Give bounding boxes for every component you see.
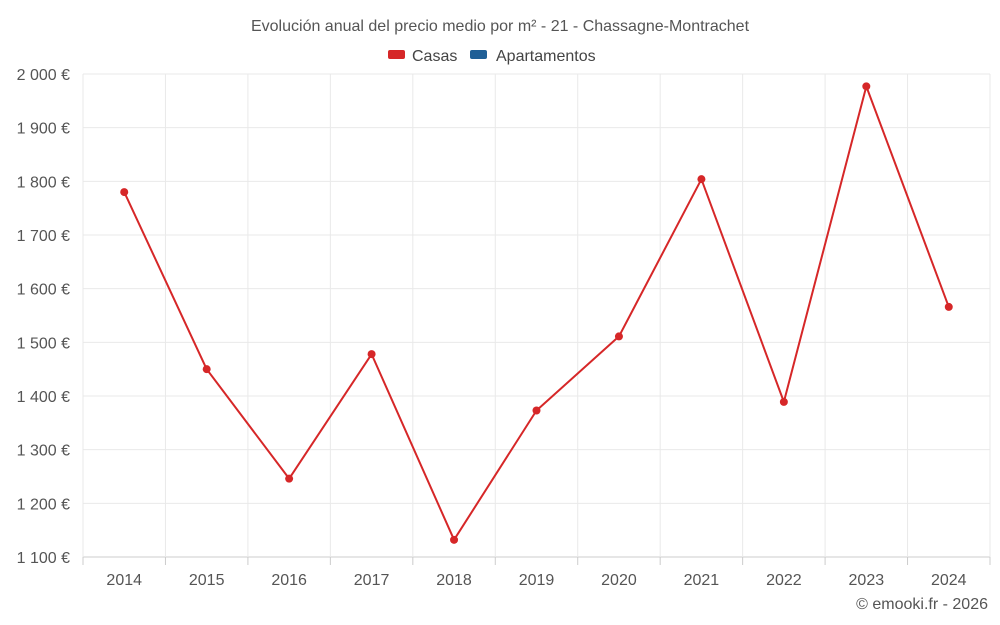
legend: Casas Apartamentos [388,48,596,65]
legend-swatch-apartamentos [470,50,487,59]
x-tick-label: 2019 [519,572,555,589]
y-tick-label: 1 600 € [17,282,70,299]
y-tick-label: 1 100 € [17,550,70,567]
x-gridlines [82,74,991,557]
x-axis: 2014 2015 2016 2017 2018 2019 2020 2021 2022 2023… [82,557,991,589]
data-point[interactable] [285,474,294,483]
credit-text: © emooki.fr - 2026 [856,596,988,613]
data-point[interactable] [697,175,706,184]
data-point[interactable] [944,302,953,311]
y-tick-label: 1 200 € [17,496,70,513]
y-tick-label: 1 900 € [17,121,70,138]
data-point[interactable] [367,350,376,359]
y-axis: 1 100 € 1 200 € 1 300 € 1 400 € 1 500 € 1 600… [17,67,70,567]
y-tick-label: 1 500 € [17,335,70,352]
y-tick-label: 1 700 € [17,228,70,245]
y-tick-label: 1 400 € [17,389,70,406]
x-tick-label: 2023 [849,572,885,589]
x-tick-label: 2024 [931,572,967,589]
y-gridlines [83,73,990,558]
y-tick-label: 1 800 € [17,174,70,191]
series-layer [120,82,953,544]
data-point[interactable] [120,188,129,197]
data-point[interactable] [202,365,211,374]
y-tick-label: 1 300 € [17,443,70,460]
x-tick-label: 2018 [436,572,472,589]
x-tick-label: 2020 [601,572,637,589]
chart-title: Evolución anual del precio medio por m² … [251,18,750,35]
data-point[interactable] [450,535,459,544]
legend-swatch-casas [388,50,405,59]
x-tick-label: 2017 [354,572,390,589]
x-tick-label: 2021 [684,572,720,589]
x-tick-label: 2014 [106,572,142,589]
data-point[interactable] [779,397,788,406]
x-tick-label: 2022 [766,572,802,589]
legend-item-apartamentos[interactable]: Apartamentos [470,48,596,65]
data-point[interactable] [862,82,871,91]
data-point[interactable] [532,406,541,415]
x-tick-label: 2016 [271,572,307,589]
y-tick-label: 2 000 € [17,67,70,84]
legend-label-casas: Casas [412,48,457,65]
legend-label-apartamentos: Apartamentos [496,48,596,65]
x-tick-label: 2015 [189,572,225,589]
data-point[interactable] [614,332,623,341]
legend-item-casas[interactable]: Casas [388,48,457,65]
